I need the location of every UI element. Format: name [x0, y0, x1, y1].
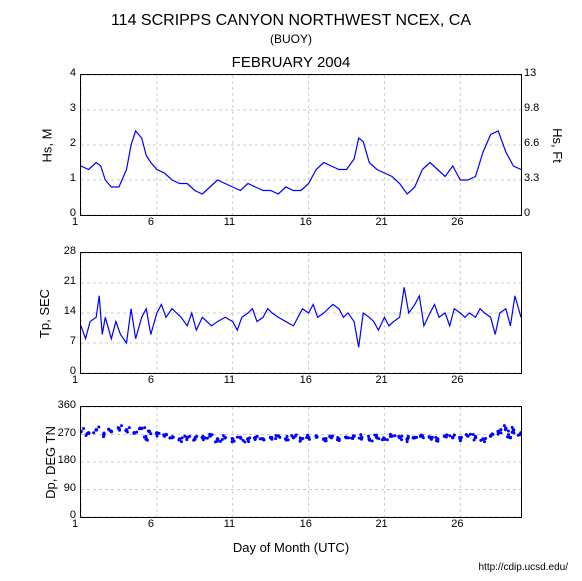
title-main: 114 SCRIPPS CANYON NORTHWEST NCEX, CA: [0, 12, 582, 30]
chart1-ylabel-left: Hs, M: [39, 129, 54, 163]
xtick: 26: [451, 374, 463, 386]
ytick-right: 0: [524, 207, 530, 219]
xtick: 11: [224, 374, 235, 386]
ytick: 1: [70, 172, 76, 184]
xtick: 26: [451, 518, 463, 530]
xtick: 1: [72, 216, 78, 228]
xtick: 11: [224, 518, 235, 530]
xtick: 26: [451, 216, 463, 228]
ytick: 2: [70, 137, 76, 149]
ytick-right: 9.8: [524, 102, 539, 114]
xlabel: Day of Month (UTC): [0, 540, 582, 555]
title-month: FEBRUARY 2004: [0, 54, 582, 71]
chart3-ylabel-left: Dp, DEG TN: [43, 426, 58, 499]
xtick: 16: [300, 216, 312, 228]
xtick: 6: [148, 374, 154, 386]
ytick: 90: [64, 482, 76, 494]
xtick: 1: [72, 518, 78, 530]
ytick: 28: [64, 245, 76, 257]
xtick: 21: [375, 216, 387, 228]
ytick-right: 3.3: [524, 172, 539, 184]
ytick: 21: [64, 275, 76, 287]
ytick: 180: [58, 454, 76, 466]
xtick: 11: [224, 216, 235, 228]
credit: http://cdip.ucsd.edu/: [478, 562, 568, 573]
chart1-ylabel-right: Hs, Ft: [550, 128, 565, 163]
ytick: 360: [58, 399, 76, 411]
chart1-plot: [80, 74, 522, 216]
xtick: 21: [375, 374, 387, 386]
ytick: 3: [70, 102, 76, 114]
chart2-ylabel-left: Tp, SEC: [37, 289, 52, 338]
chart3-plot: [80, 406, 522, 518]
ytick: 7: [70, 335, 76, 347]
ytick-right: 6.6: [524, 137, 539, 149]
xtick: 21: [375, 518, 387, 530]
chart2-plot: [80, 252, 522, 374]
xtick: 1: [72, 374, 78, 386]
xtick: 16: [300, 374, 312, 386]
xtick: 6: [148, 518, 154, 530]
title-sub: (BUOY): [0, 32, 582, 46]
ytick: 270: [58, 427, 76, 439]
xtick: 16: [300, 518, 312, 530]
xtick: 6: [148, 216, 154, 228]
ytick-right: 13: [524, 67, 536, 79]
ytick: 14: [64, 305, 76, 317]
ytick: 4: [70, 67, 76, 79]
chart-container: 114 SCRIPPS CANYON NORTHWEST NCEX, CA (B…: [0, 0, 582, 581]
